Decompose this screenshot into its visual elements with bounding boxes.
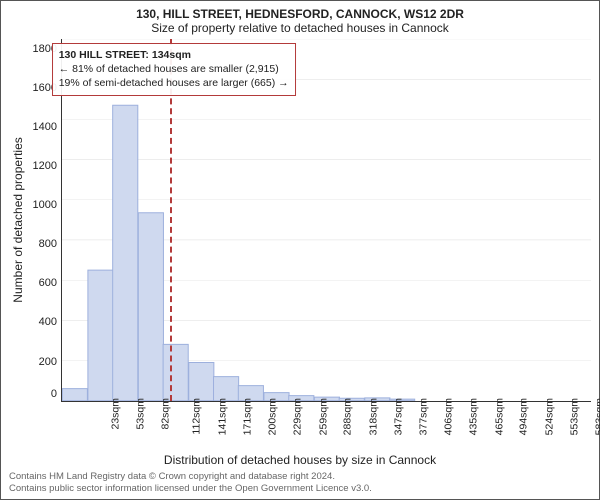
- chart-title-sub: Size of property relative to detached ho…: [9, 21, 591, 35]
- x-axis-ticks: 23sqm53sqm82sqm112sqm141sqm171sqm200sqm2…: [69, 402, 598, 450]
- x-tick-label: 494sqm: [518, 398, 530, 435]
- x-tick-label: 288sqm: [342, 398, 354, 435]
- x-tick-label: 112sqm: [190, 398, 202, 435]
- bar: [189, 363, 214, 401]
- attribution-line1: Contains HM Land Registry data © Crown c…: [9, 471, 591, 483]
- callout-line2: ← 81% of detached houses are smaller (2,…: [59, 63, 279, 75]
- x-tick-label: 406sqm: [442, 398, 454, 435]
- y-tick-label: 1000: [27, 200, 57, 211]
- bar: [62, 389, 87, 401]
- y-tick-label: 0: [27, 389, 57, 400]
- attribution-line2: Contains public sector information licen…: [9, 483, 591, 495]
- attribution: Contains HM Land Registry data © Crown c…: [9, 471, 591, 495]
- plot-row: Number of detached properties 1800160014…: [9, 39, 591, 402]
- x-tick-label: 524sqm: [543, 398, 555, 435]
- x-tick-label: 53sqm: [135, 398, 147, 430]
- x-tick-label: 553sqm: [568, 398, 580, 435]
- bar: [88, 270, 113, 401]
- x-tick-label: 347sqm: [392, 398, 404, 435]
- bars: [62, 105, 414, 400]
- x-axis-label: Distribution of detached houses by size …: [9, 453, 591, 467]
- y-tick-label: 1200: [27, 161, 57, 172]
- x-tick-label: 229sqm: [291, 398, 303, 435]
- y-tick-label: 800: [27, 239, 57, 250]
- x-tick-label: 82sqm: [160, 398, 172, 430]
- chart-title-main: 130, HILL STREET, HEDNESFORD, CANNOCK, W…: [9, 7, 591, 21]
- bar: [113, 105, 138, 400]
- x-tick-label: 200sqm: [266, 398, 278, 435]
- bar: [163, 344, 188, 400]
- x-tick-label: 259sqm: [317, 398, 329, 435]
- callout-line3: 19% of semi-detached houses are larger (…: [59, 77, 289, 89]
- bar: [138, 213, 163, 401]
- x-tick-label: 377sqm: [418, 398, 430, 435]
- x-tick-label: 465sqm: [493, 398, 505, 435]
- y-tick-label: 1400: [27, 122, 57, 133]
- y-tick-label: 400: [27, 317, 57, 328]
- x-tick-label: 318sqm: [367, 398, 379, 435]
- y-tick-label: 600: [27, 278, 57, 289]
- callout-box: 130 HILL STREET: 134sqm ← 81% of detache…: [52, 43, 296, 96]
- x-tick-label: 583sqm: [594, 398, 600, 435]
- callout-line1: 130 HILL STREET: 134sqm: [59, 49, 191, 61]
- chart-card: 130, HILL STREET, HEDNESFORD, CANNOCK, W…: [0, 0, 600, 500]
- y-tick-label: 200: [27, 357, 57, 368]
- x-tick-label: 171sqm: [242, 398, 254, 435]
- x-tick-label: 23sqm: [109, 398, 121, 430]
- x-tick-label: 435sqm: [467, 398, 479, 435]
- x-tick-label: 141sqm: [216, 398, 228, 435]
- plot-area: 130 HILL STREET: 134sqm ← 81% of detache…: [61, 39, 591, 402]
- y-axis-label: Number of detached properties: [9, 39, 27, 402]
